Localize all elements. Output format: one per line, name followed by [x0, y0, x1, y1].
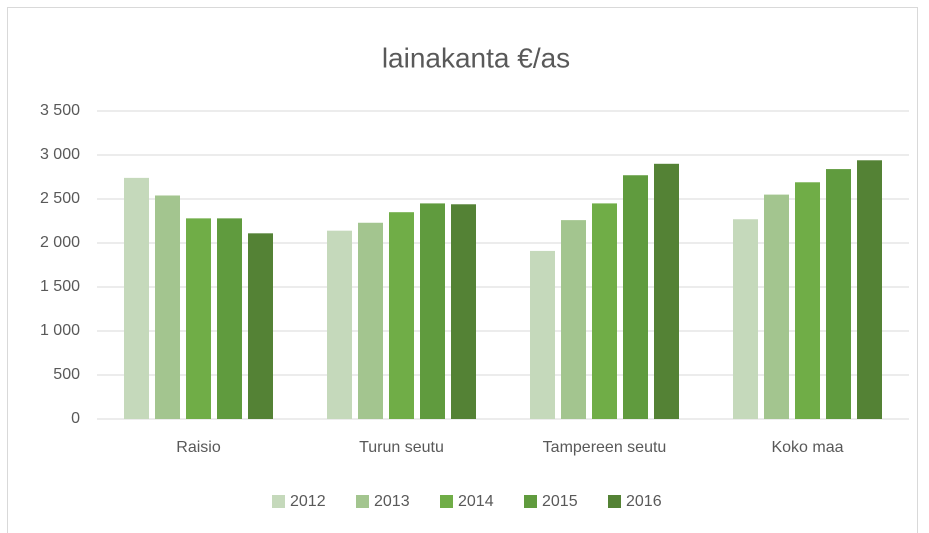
y-tick-label: 3 000 — [40, 146, 80, 163]
y-tick-label: 2 500 — [40, 190, 80, 207]
y-tick-label: 500 — [53, 366, 80, 383]
legend-label: 2016 — [626, 493, 662, 510]
x-tick-label: Koko maa — [771, 439, 843, 456]
bar — [358, 222, 383, 419]
bar — [623, 175, 648, 419]
bar — [795, 182, 820, 419]
bar — [420, 203, 445, 419]
y-tick-label: 1 000 — [40, 322, 80, 339]
x-tick-label: Turun seutu — [359, 439, 444, 456]
y-tick-label: 0 — [71, 410, 80, 427]
bar — [248, 233, 273, 419]
chart-title: lainakanta €/as — [382, 42, 570, 73]
bar — [654, 163, 679, 419]
bar — [389, 212, 414, 419]
legend-label: 2013 — [374, 493, 410, 510]
y-tick-label: 3 500 — [40, 102, 80, 119]
bar — [217, 218, 242, 419]
bar — [186, 218, 211, 419]
legend-swatch — [356, 495, 369, 508]
legend-label: 2012 — [290, 493, 326, 510]
legend-swatch — [608, 495, 621, 508]
bar — [764, 194, 789, 419]
legend-swatch — [440, 495, 453, 508]
bar — [327, 230, 352, 419]
x-tick-label: Tampereen seutu — [543, 439, 667, 456]
bar — [451, 204, 476, 419]
bar — [857, 160, 882, 419]
bar — [592, 203, 617, 419]
legend-label: 2015 — [542, 493, 578, 510]
bar — [530, 250, 555, 419]
bar — [561, 220, 586, 419]
y-tick-label: 1 500 — [40, 278, 80, 295]
bar — [733, 219, 758, 419]
legend-swatch — [272, 495, 285, 508]
x-tick-label: Raisio — [176, 439, 221, 456]
y-tick-label: 2 000 — [40, 234, 80, 251]
bar — [826, 169, 851, 419]
bar — [124, 177, 149, 419]
bar — [155, 195, 180, 419]
legend-label: 2014 — [458, 493, 494, 510]
legend-swatch — [524, 495, 537, 508]
